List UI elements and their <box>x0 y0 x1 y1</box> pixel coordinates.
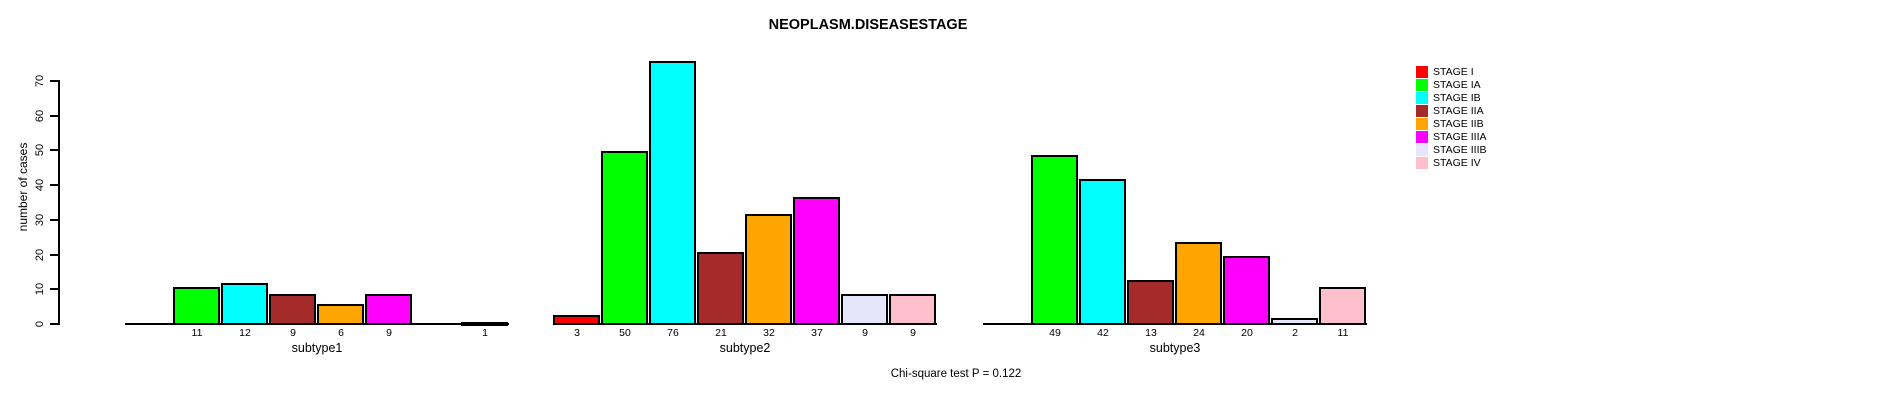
y-tick-label: 60 <box>34 109 46 122</box>
bar-stage-iv <box>1319 287 1366 325</box>
bar-stage-iiia <box>365 294 412 325</box>
chi-square-annotation: Chi-square test P = 0.122 <box>890 368 1022 380</box>
bar-value-label: 49 <box>1049 327 1061 339</box>
bar-value-label: 32 <box>763 327 775 339</box>
y-tick-mark <box>50 80 58 82</box>
bar-stage-iv <box>461 322 508 326</box>
bar-value-label: 13 <box>1145 327 1157 339</box>
bar-stage-iib <box>1175 242 1222 325</box>
bar-value-label: 6 <box>338 327 344 339</box>
bar-value-label: 37 <box>811 327 823 339</box>
legend-item: STAGE IB <box>1416 92 1481 104</box>
bar-stage-iia <box>697 252 744 325</box>
bar-stage-iiib <box>841 294 888 325</box>
legend-swatch-icon <box>1416 144 1428 156</box>
bar-value-label: 76 <box>667 327 679 339</box>
legend-item: STAGE IIIB <box>1416 144 1486 156</box>
y-axis-line <box>58 80 60 325</box>
legend-label: STAGE IA <box>1433 79 1481 91</box>
y-tick-label: 0 <box>34 320 46 328</box>
category-label-subtype1: subtype1 <box>291 341 343 355</box>
bar-stage-ib <box>221 283 268 325</box>
chart-title: NEOPLASM.DISEASESTAGE <box>768 17 968 33</box>
bar-value-label: 9 <box>290 327 296 339</box>
bar-stage-iv <box>889 294 936 325</box>
legend-swatch-icon <box>1416 118 1428 130</box>
legend-label: STAGE IIA <box>1433 105 1484 117</box>
bar-stage-iia <box>269 294 316 325</box>
legend-label: STAGE IIIB <box>1433 144 1487 156</box>
bar-stage-i <box>553 315 600 325</box>
legend-swatch-icon <box>1416 79 1428 91</box>
bar-value-label: 1 <box>482 327 488 339</box>
y-tick-label: 30 <box>34 213 46 226</box>
bar-stage-ia <box>601 151 648 325</box>
y-tick-mark <box>50 323 58 325</box>
bar-stage-iiib <box>1271 318 1318 325</box>
legend-label: STAGE I <box>1433 66 1474 78</box>
legend-swatch-icon <box>1416 66 1428 78</box>
legend-swatch-icon <box>1416 105 1428 117</box>
legend-item: STAGE IV <box>1416 157 1481 169</box>
bar-value-label: 2 <box>1292 327 1298 339</box>
bar-stage-iiia <box>1223 256 1270 325</box>
bar-value-label: 11 <box>1337 327 1349 339</box>
category-label-subtype2: subtype2 <box>719 341 771 355</box>
bar-value-label: 20 <box>1241 327 1253 339</box>
bar-value-label: 9 <box>910 327 916 339</box>
bar-stage-ib <box>1079 179 1126 325</box>
bar-value-label: 24 <box>1193 327 1205 339</box>
bar-stage-iib <box>745 214 792 325</box>
y-tick-label: 40 <box>34 179 46 192</box>
bar-stage-iia <box>1127 280 1174 325</box>
legend-item: STAGE I <box>1416 66 1474 78</box>
y-tick-mark <box>50 253 58 256</box>
bar-value-label: 9 <box>862 327 868 339</box>
bar-value-label: 11 <box>191 327 203 339</box>
legend-item: STAGE IIIA <box>1416 131 1486 143</box>
legend-swatch-icon <box>1416 92 1428 104</box>
bar-stage-ia <box>1031 155 1078 325</box>
y-tick-mark <box>50 149 58 152</box>
legend-item: STAGE IIB <box>1416 118 1484 130</box>
y-tick-label: 70 <box>34 74 46 88</box>
y-tick-mark <box>50 114 58 117</box>
legend-swatch-icon <box>1416 131 1428 143</box>
y-tick-label: 10 <box>34 283 46 296</box>
legend-label: STAGE IIIA <box>1433 131 1487 143</box>
bar-value-label: 50 <box>619 327 631 339</box>
legend-swatch-icon <box>1416 157 1428 169</box>
y-tick-label: 50 <box>34 144 46 157</box>
legend-item: STAGE IIA <box>1416 105 1484 117</box>
bar-value-label: 21 <box>715 327 727 339</box>
bar-value-label: 42 <box>1097 327 1109 339</box>
bar-value-label: 12 <box>239 327 251 339</box>
legend-label: STAGE IB <box>1433 92 1481 104</box>
y-axis-label: number of cases <box>16 142 30 232</box>
legend-label: STAGE IV <box>1433 157 1481 169</box>
bar-stage-iib <box>317 304 364 325</box>
bar-value-label: 3 <box>574 327 580 339</box>
bar-value-label: 9 <box>386 327 392 339</box>
y-tick-mark <box>50 218 58 221</box>
y-tick-mark <box>50 288 58 291</box>
category-label-subtype3: subtype3 <box>1149 341 1201 355</box>
legend-label: STAGE IIB <box>1433 118 1484 130</box>
y-tick-label: 20 <box>34 248 46 261</box>
bar-stage-ia <box>173 287 220 325</box>
bar-stage-ib <box>649 61 696 325</box>
y-tick-mark <box>50 184 58 187</box>
bar-stage-iiia <box>793 197 840 325</box>
legend-item: STAGE IA <box>1416 79 1481 91</box>
